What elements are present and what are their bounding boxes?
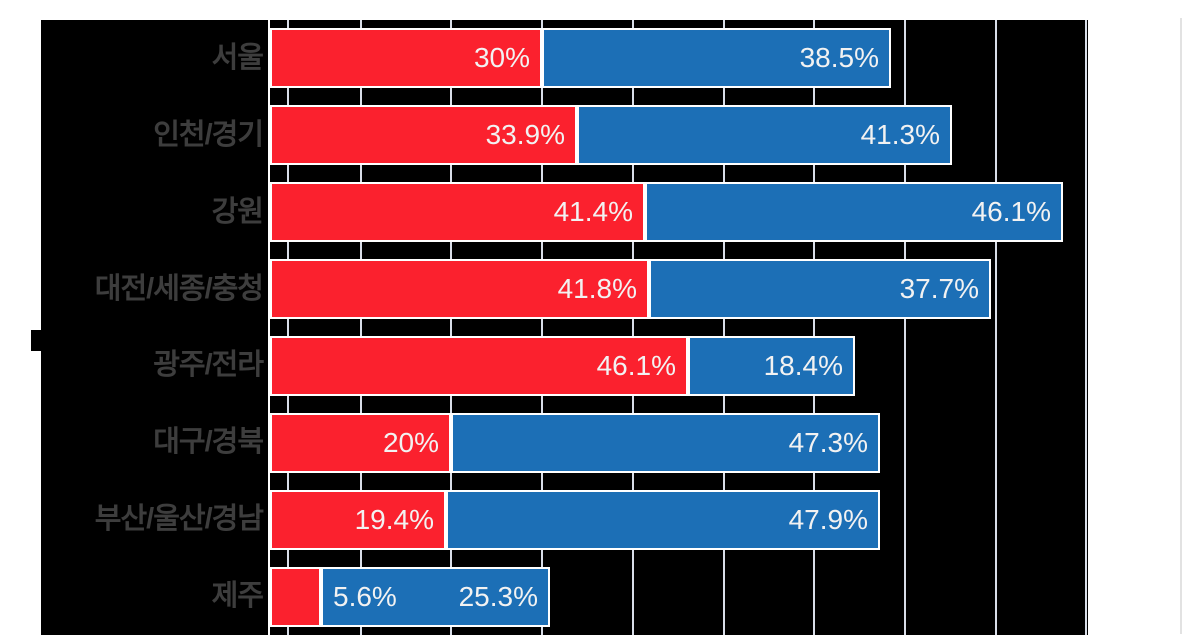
bar-red-segment[interactable] bbox=[270, 566, 321, 627]
gridline-80 bbox=[994, 20, 997, 635]
left-edge-artifact bbox=[31, 330, 41, 351]
bar-blue-segment[interactable]: 5.6% 25.3% bbox=[321, 566, 550, 627]
gridline-70 bbox=[903, 20, 906, 635]
red-value-label: 41.8% bbox=[557, 273, 637, 305]
bar-red-segment[interactable]: 41.8% bbox=[270, 259, 649, 320]
bar-rows-container: 서울 30% 38.5% 인천/경기 33.9% 41.3% 강원 41.4% 46.1% 대전/… bbox=[41, 20, 1088, 635]
category-label: 강원 bbox=[211, 195, 264, 228]
bar-blue-segment[interactable]: 41.3% bbox=[577, 105, 952, 166]
bar-group: 30% 38.5% bbox=[270, 28, 891, 89]
bar-red-segment[interactable]: 33.9% bbox=[270, 105, 577, 166]
gridline-30 bbox=[541, 20, 544, 635]
gridline-60 bbox=[813, 20, 816, 635]
chart-row: 대구/경북 20% 47.3% bbox=[41, 404, 1088, 481]
bar-blue-segment[interactable]: 47.9% bbox=[446, 489, 880, 550]
chart-row: 서울 30% 38.5% bbox=[41, 20, 1088, 97]
blue-value-label: 47.3% bbox=[788, 426, 868, 458]
red-value-label: 33.9% bbox=[485, 119, 565, 151]
chart-row: 부산/울산/경남 19.4% 47.9% bbox=[41, 481, 1088, 558]
gridline-10 bbox=[359, 20, 362, 635]
chart-row: 강원 41.4% 46.1% bbox=[41, 174, 1088, 251]
bar-group: 19.4% 47.9% bbox=[270, 489, 880, 550]
bar-red-segment[interactable]: 19.4% bbox=[270, 489, 446, 550]
red-value-label: 30% bbox=[473, 42, 530, 74]
bar-group: 20% 47.3% bbox=[270, 412, 880, 473]
plot-area bbox=[268, 20, 1088, 635]
chart-row: 제주 5.6% 25.3% bbox=[41, 558, 1088, 635]
category-label: 인천/경기 bbox=[153, 118, 264, 151]
red-value-label: 41.4% bbox=[553, 196, 633, 228]
category-label: 대구/경북 bbox=[153, 426, 264, 459]
bar-blue-segment[interactable]: 18.4% bbox=[688, 335, 855, 396]
gridline-20 bbox=[450, 20, 453, 635]
bar-red-segment[interactable]: 46.1% bbox=[270, 335, 688, 396]
bar-red-segment[interactable]: 30% bbox=[270, 28, 542, 89]
bar-blue-segment[interactable]: 47.3% bbox=[451, 412, 880, 473]
red-value-label: 19.4% bbox=[354, 503, 434, 535]
chart-row: 인천/경기 33.9% 41.3% bbox=[41, 97, 1088, 174]
blue-value-label: 41.3% bbox=[860, 119, 940, 151]
category-label: 서울 bbox=[211, 41, 264, 74]
value-axis-zero-line bbox=[268, 20, 270, 635]
bar-group: 46.1% 18.4% bbox=[270, 335, 855, 396]
blue-value-label: 18.4% bbox=[763, 349, 843, 381]
chart-canvas: 서울 30% 38.5% 인천/경기 33.9% 41.3% 강원 41.4% 46.1% 대전/… bbox=[41, 20, 1088, 635]
red-value-label-overflow: 5.6% bbox=[333, 580, 397, 612]
bar-blue-segment[interactable]: 38.5% bbox=[542, 28, 891, 89]
bar-red-segment[interactable]: 20% bbox=[270, 412, 451, 473]
chart-row: 대전/세종/충청 41.8% 37.7% bbox=[41, 251, 1088, 328]
blue-value-label: 46.1% bbox=[971, 196, 1051, 228]
blue-value-label: 47.9% bbox=[788, 503, 868, 535]
category-label: 부산/울산/경남 bbox=[94, 503, 264, 536]
category-label: 제주 bbox=[211, 580, 264, 613]
bar-red-segment[interactable]: 41.4% bbox=[270, 182, 645, 243]
bar-group: 41.8% 37.7% bbox=[270, 259, 991, 320]
blue-value-label: 38.5% bbox=[799, 42, 879, 74]
bar-group: 33.9% 41.3% bbox=[270, 105, 952, 166]
blue-value-label: 25.3% bbox=[458, 580, 538, 612]
red-value-label: 46.1% bbox=[596, 349, 676, 381]
minor-gridline bbox=[287, 20, 289, 635]
bar-group: 41.4% 46.1% bbox=[270, 182, 1063, 243]
gridline-40 bbox=[631, 20, 634, 635]
category-label: 대전/세종/충청 bbox=[94, 272, 264, 305]
gridline-50 bbox=[722, 20, 725, 635]
right-divider-line bbox=[1180, 18, 1182, 634]
red-value-label: 20% bbox=[382, 426, 439, 458]
bar-blue-segment[interactable]: 46.1% bbox=[645, 182, 1063, 243]
blue-value-label: 37.7% bbox=[899, 273, 979, 305]
bar-blue-segment[interactable]: 37.7% bbox=[649, 259, 991, 320]
category-label: 광주/전라 bbox=[153, 349, 264, 382]
gridline-90 bbox=[1085, 20, 1088, 635]
chart-row: 광주/전라 46.1% 18.4% bbox=[41, 328, 1088, 405]
bar-group: 5.6% 25.3% bbox=[270, 566, 550, 627]
